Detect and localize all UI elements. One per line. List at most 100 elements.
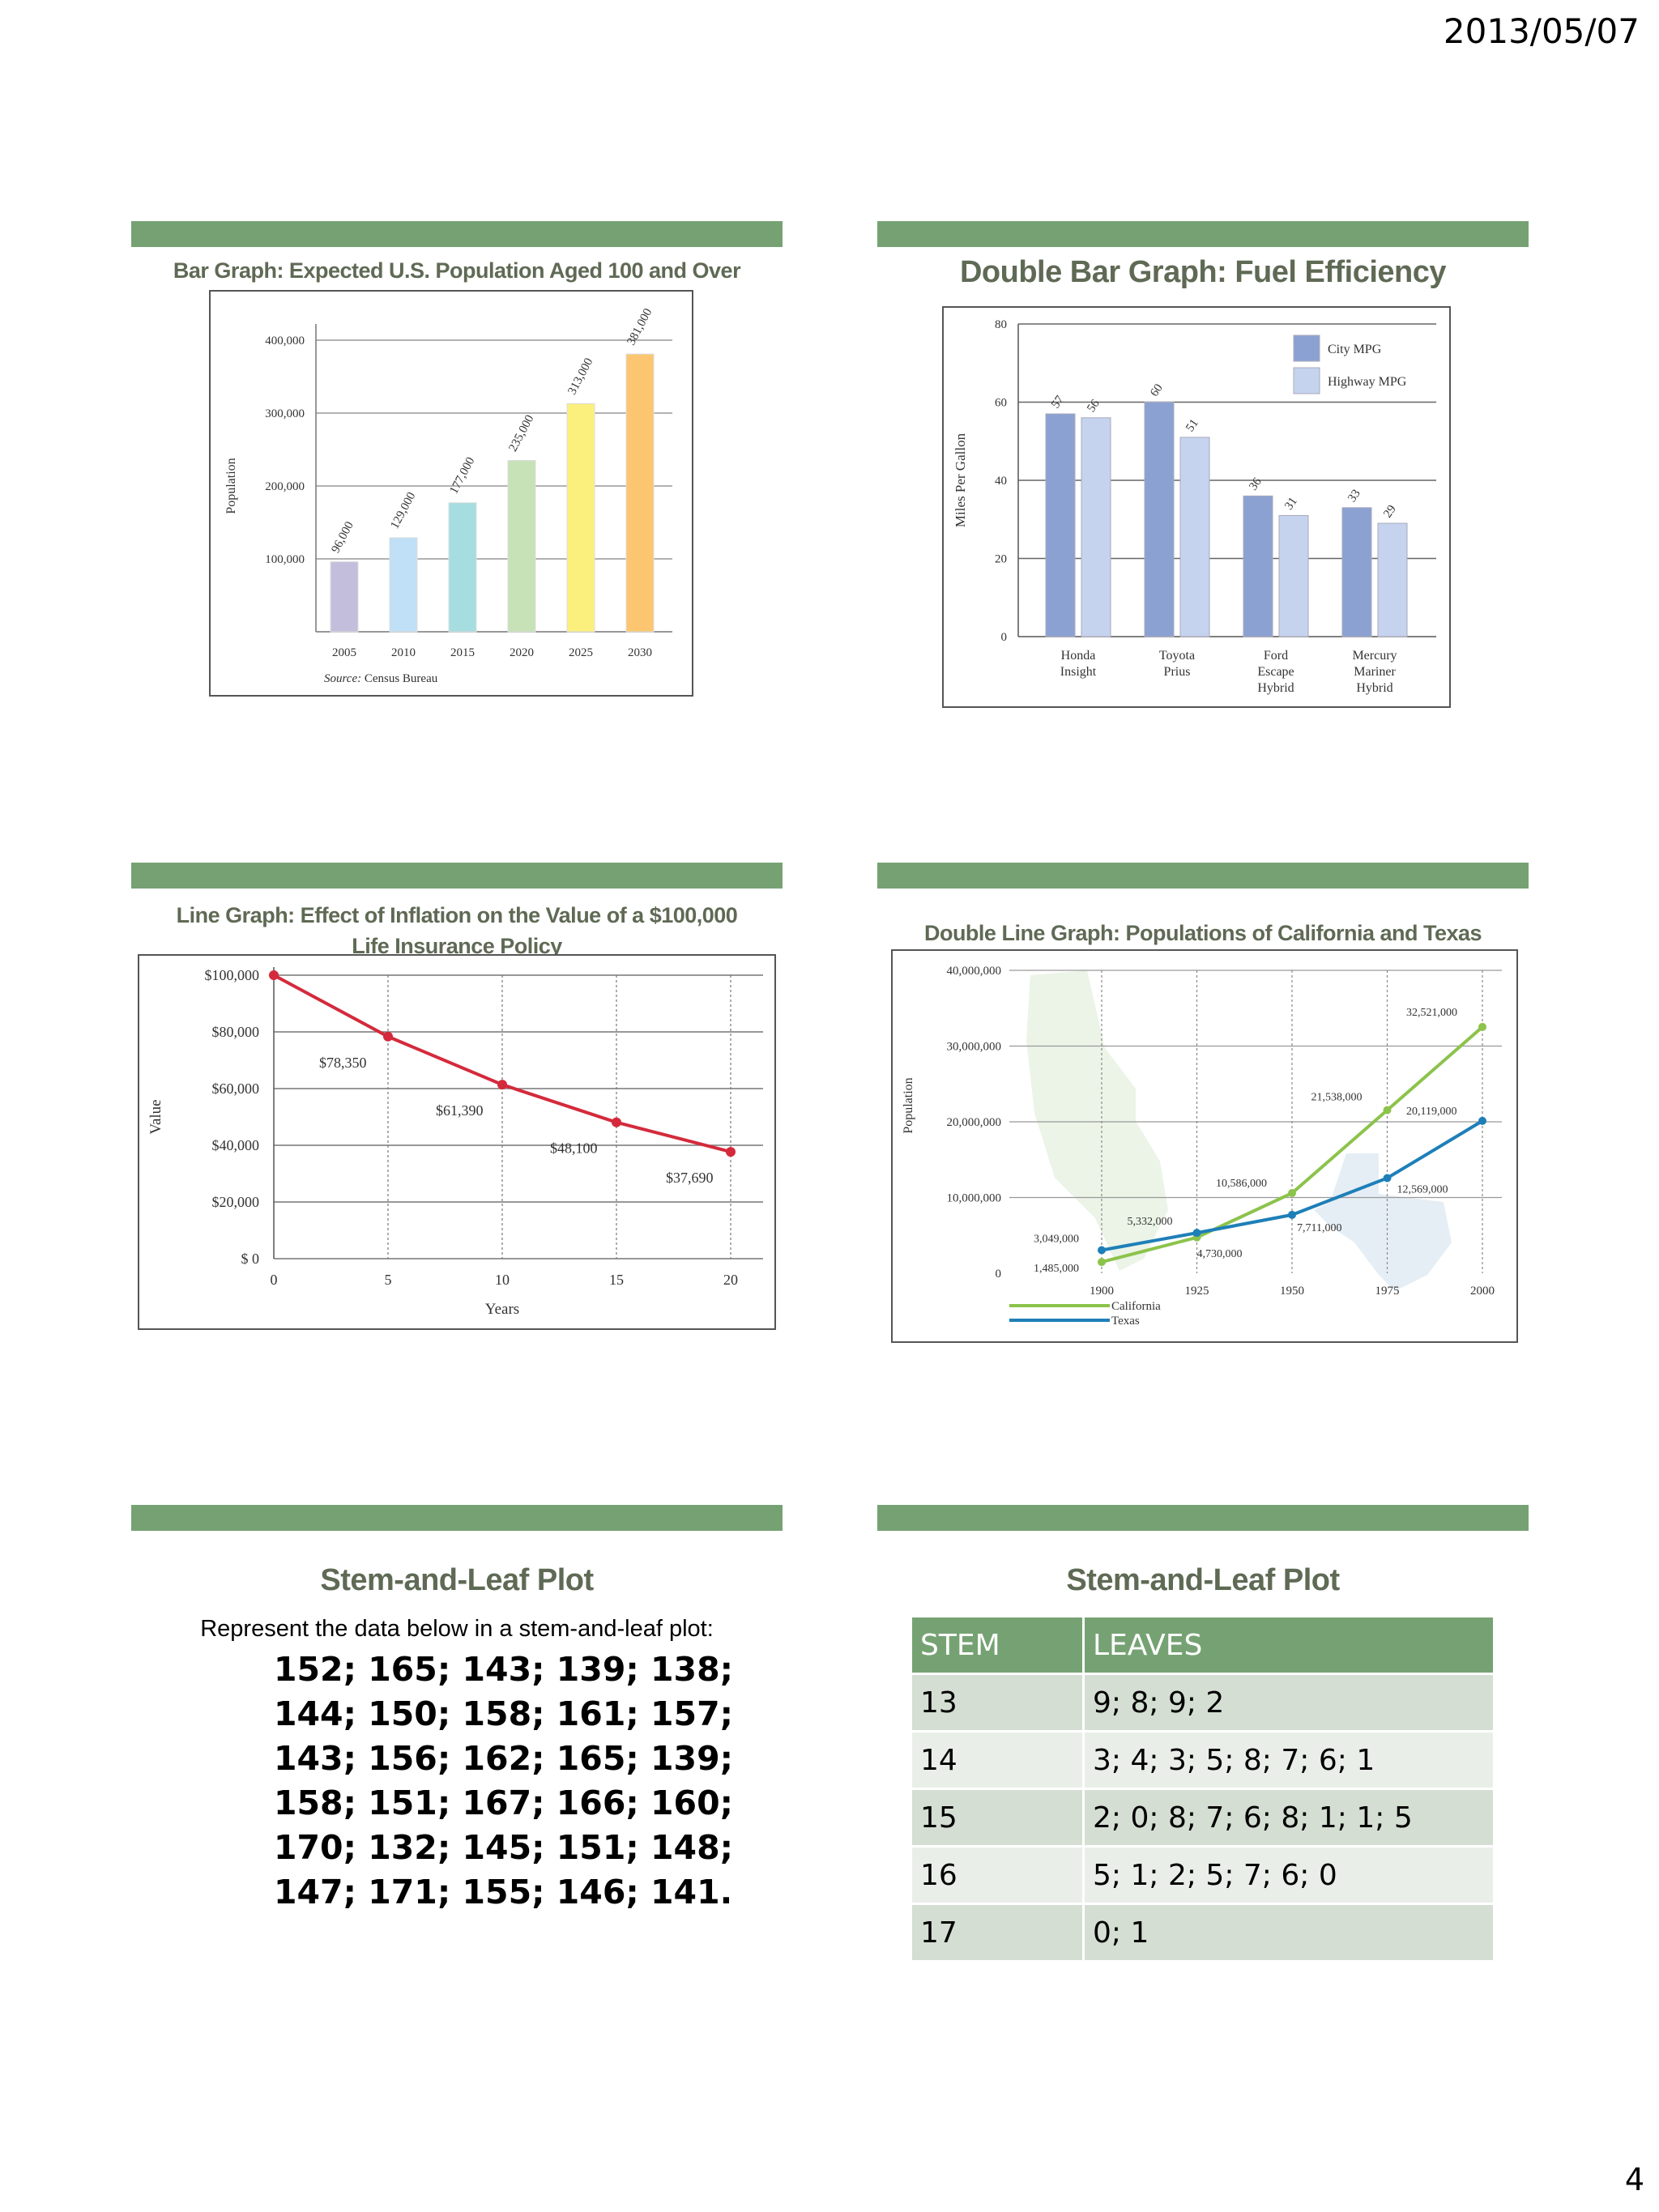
legend-label: City MPG: [1328, 343, 1382, 356]
slide-line-graph: Line Graph: Effect of Inflation on the V…: [131, 863, 783, 961]
slide-header-bar: [131, 221, 783, 247]
data-point: [497, 1080, 507, 1090]
data-point: [1383, 1106, 1392, 1115]
source-note: Source: Census Bureau: [324, 672, 438, 685]
data-label: 12,569,000: [1397, 1183, 1448, 1196]
x-tick-label: 2030: [628, 646, 652, 659]
slide-double-line-graph: Double Line Graph: Populations of Califo…: [877, 863, 1529, 946]
value-label: 56: [1085, 397, 1102, 415]
x-tick-label: 2005: [332, 646, 356, 659]
stem-leaf-table: STEM LEAVES 13 9; 8; 9; 2 14 3; 4; 3; 5;…: [912, 1617, 1495, 1960]
bar: [1144, 402, 1175, 637]
x-tick-label: 1925: [1185, 1285, 1209, 1298]
y-tick-label: $100,000: [205, 967, 260, 983]
bar: [1243, 495, 1273, 637]
x-tick-label: 20: [723, 1272, 738, 1288]
x-tick-label: 2010: [391, 646, 416, 659]
data-line: 144; 150; 158; 161; 157;: [274, 1694, 733, 1733]
data-label: $37,690: [666, 1170, 714, 1186]
leaves-cell: 2; 0; 8; 7; 6; 8; 1; 1; 5: [1083, 1788, 1495, 1847]
slide-title-line1: Line Graph: Effect of Inflation on the V…: [176, 903, 738, 927]
x-tick-label: 2025: [569, 646, 593, 659]
california-map-shape: [1026, 970, 1168, 1271]
value-label: 29: [1381, 503, 1399, 520]
value-label: 57: [1049, 393, 1067, 411]
fuel-efficiency-chart: 0 20 40 60 80 Miles Per Gallon 57 56 Honda Insigh…: [942, 306, 1451, 708]
instruction-text: Represent the data below in a stem-and-l…: [200, 1616, 714, 1642]
y-tick-label: 60: [995, 397, 1007, 410]
data-point: [1288, 1210, 1296, 1219]
data-label: $78,350: [319, 1055, 367, 1071]
data-label: $48,100: [550, 1140, 598, 1157]
bar: [448, 502, 477, 633]
y-axis-label: Value: [147, 1099, 164, 1134]
slide-header-bar: [131, 1505, 783, 1531]
slide-bar-graph: Bar Graph: Expected U.S. Population Aged…: [131, 221, 783, 283]
slide-title: Double Bar Graph: Fuel Efficiency: [959, 255, 1447, 289]
bar: [1341, 507, 1372, 637]
y-tick-label: 80: [995, 318, 1007, 331]
x-tick-label: Prius: [1164, 665, 1191, 679]
table-header-row: STEM LEAVES: [912, 1617, 1495, 1674]
y-tick-label: 200,000: [265, 480, 305, 493]
x-tick-label: Escape: [1257, 665, 1294, 679]
bar: [1179, 437, 1210, 637]
slide-stem-intro: Stem-and-Leaf Plot Represent the data be…: [131, 1505, 783, 1915]
leaves-cell: 3; 4; 3; 5; 8; 7; 6; 1: [1083, 1730, 1495, 1789]
data-line: 143; 156; 162; 165; 139;: [274, 1739, 733, 1778]
slide-header-bar: [131, 863, 783, 889]
slide-date: 2013/05/07: [1443, 11, 1640, 51]
value-label: 33: [1346, 488, 1363, 505]
y-tick-label: 40: [995, 475, 1007, 488]
y-tick-label: 10,000,000: [947, 1192, 1002, 1205]
slide-header-bar: [877, 1505, 1529, 1531]
bar: [625, 353, 655, 633]
data-label: 32,521,000: [1406, 1007, 1457, 1019]
leaves-cell: 9; 8; 9; 2: [1083, 1673, 1495, 1732]
data-label: 10,586,000: [1216, 1178, 1267, 1190]
x-tick-label: Ford: [1264, 649, 1288, 663]
y-tick-label: 20: [995, 553, 1007, 566]
data-line: 170; 132; 145; 151; 148;: [274, 1828, 733, 1867]
chart-background: [211, 292, 692, 695]
inflation-line-chart: $ 0 $20,000 $40,000 $60,000 $80,000 $100,000 0…: [138, 954, 776, 1330]
bar: [1081, 417, 1111, 637]
x-tick-label: 5: [385, 1272, 392, 1288]
y-tick-label: $ 0: [241, 1251, 260, 1267]
bar: [330, 561, 359, 633]
y-tick-label: $80,000: [212, 1024, 260, 1040]
data-label: 21,538,000: [1311, 1092, 1363, 1104]
data-label: 1,485,000: [1034, 1263, 1079, 1275]
legend-label: California: [1111, 1300, 1161, 1313]
bar: [1278, 514, 1309, 637]
y-tick-label: $60,000: [212, 1080, 260, 1097]
data-label: 7,711,000: [1297, 1222, 1341, 1234]
source-prefix: Source:: [324, 672, 361, 685]
data-point: [269, 970, 279, 980]
data-point: [1192, 1229, 1201, 1238]
value-label: 51: [1183, 417, 1201, 434]
table-row: 16 5; 1; 2; 5; 7; 6; 0: [912, 1845, 1495, 1904]
bar: [389, 537, 418, 633]
data-line: 147; 171; 155; 146; 141.: [274, 1873, 733, 1912]
y-tick-label: 400,000: [265, 335, 305, 347]
stem-cell: 17: [912, 1903, 1085, 1960]
stem-cell: 15: [912, 1788, 1085, 1847]
x-axis-label: Years: [485, 1301, 519, 1318]
y-tick-label: 300,000: [265, 407, 305, 420]
x-tick-label: Honda: [1061, 649, 1096, 663]
slide-header-bar: [877, 221, 1529, 247]
x-tick-label: 0: [271, 1272, 278, 1288]
population-bar-chart: 100,000 200,000 300,000 400,000 Population 20…: [209, 290, 693, 697]
x-tick-label: 10: [495, 1272, 510, 1288]
x-tick-label: Hybrid: [1257, 681, 1294, 695]
legend-swatch: [1293, 367, 1320, 394]
x-tick-label: 1975: [1375, 1285, 1400, 1298]
slide-title: Line Graph: Effect of Inflation on the V…: [131, 900, 783, 961]
data-label: 20,119,000: [1406, 1106, 1456, 1118]
data-line: 152; 165; 143; 139; 138;: [274, 1650, 733, 1689]
data-label: 4,730,000: [1197, 1248, 1243, 1260]
slide-title: Bar Graph: Expected U.S. Population Aged…: [173, 258, 741, 283]
x-tick-label: Toyota: [1159, 649, 1195, 663]
x-tick-label: 2015: [450, 646, 475, 659]
